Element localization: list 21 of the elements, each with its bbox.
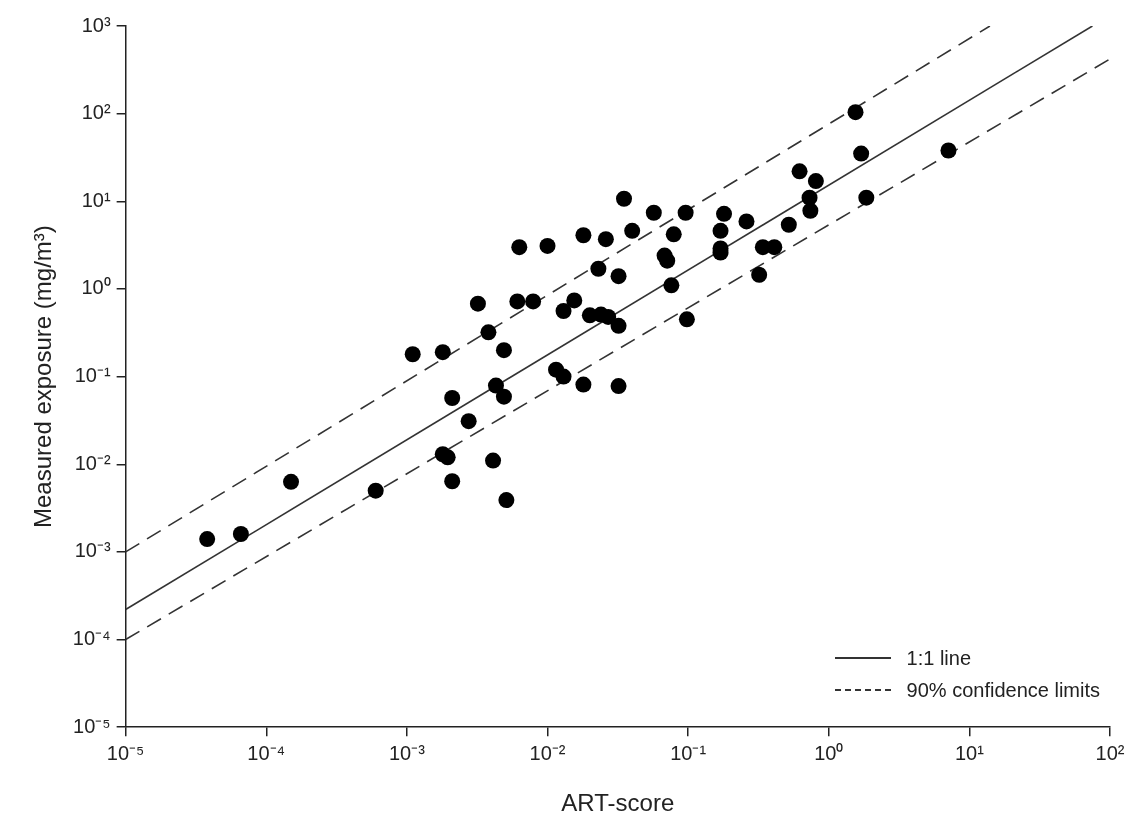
x-tick-label: 10⁻¹ [670,741,707,764]
legend-label: 1:1 line [906,646,972,671]
y-tick-label: 10² [81,101,111,124]
x-tick-label: 10⁰ [814,741,844,764]
y-tick-label: 10⁰ [81,276,111,299]
x-tick-label: 10⁻⁵ [106,741,145,764]
x-tick-label: 10⁻⁴ [247,741,286,764]
y-tick-label: 10⁻¹ [74,364,111,387]
y-tick-label: 10³ [81,13,111,36]
x-tick-label: 10⁻³ [388,741,426,764]
y-tick-label: 10¹ [81,188,111,211]
legend-label: 90% confidence limits [906,678,1100,703]
y-tick-label: 10⁻⁴ [72,627,111,650]
y-axis-title: Measured exposure (mg/m³) [29,225,57,528]
x-tick-label: 10⁻² [529,741,566,764]
x-axis-title: ART-score [561,789,675,817]
y-tick-label: 10⁻³ [74,539,111,562]
y-tick-label: 10⁻² [74,451,111,474]
x-tick-label: 10² [1095,741,1125,764]
x-tick-label: 10¹ [954,741,985,764]
y-tick-label: 10⁻⁵ [73,714,111,737]
